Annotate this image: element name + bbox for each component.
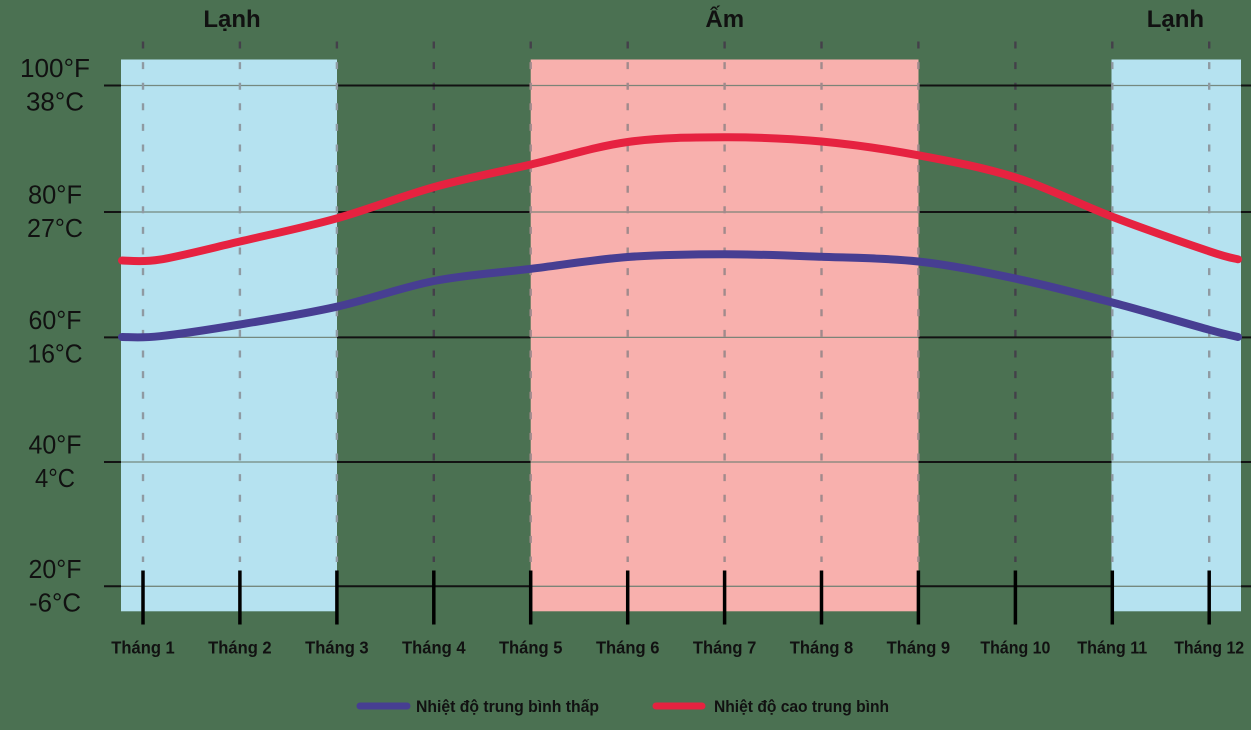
svg-text:Lạnh: Lạnh [1147,6,1204,33]
svg-text:Tháng 3: Tháng 3 [305,638,369,658]
svg-text:38°C: 38°C [26,87,84,117]
svg-text:Tháng 4: Tháng 4 [402,638,466,658]
svg-text:Lạnh: Lạnh [203,6,260,33]
svg-text:Tháng 5: Tháng 5 [499,638,563,658]
svg-text:100°F: 100°F [20,53,90,83]
svg-text:Tháng 1: Tháng 1 [111,638,175,658]
svg-text:16°C: 16°C [28,338,83,368]
svg-text:-6°C: -6°C [29,587,81,617]
svg-text:Tháng 9: Tháng 9 [887,638,951,658]
svg-text:20°F: 20°F [29,554,82,584]
svg-text:Tháng 8: Tháng 8 [790,638,854,658]
svg-text:60°F: 60°F [29,305,82,335]
svg-text:Ấm: Ấm [705,5,744,33]
svg-text:Tháng 2: Tháng 2 [208,638,272,658]
svg-text:Nhiệt độ trung bình thấp: Nhiệt độ trung bình thấp [416,698,599,716]
svg-text:4°C: 4°C [35,463,75,493]
svg-text:Tháng 12: Tháng 12 [1174,638,1244,658]
svg-text:27°C: 27°C [27,213,83,243]
svg-text:Tháng 10: Tháng 10 [980,638,1050,658]
svg-text:Nhiệt độ cao trung bình: Nhiệt độ cao trung bình [714,698,889,716]
svg-text:Tháng 11: Tháng 11 [1077,638,1147,658]
svg-text:Tháng 7: Tháng 7 [693,638,757,658]
svg-text:Tháng 6: Tháng 6 [596,638,660,658]
svg-text:40°F: 40°F [29,430,82,460]
svg-text:80°F: 80°F [28,180,82,210]
